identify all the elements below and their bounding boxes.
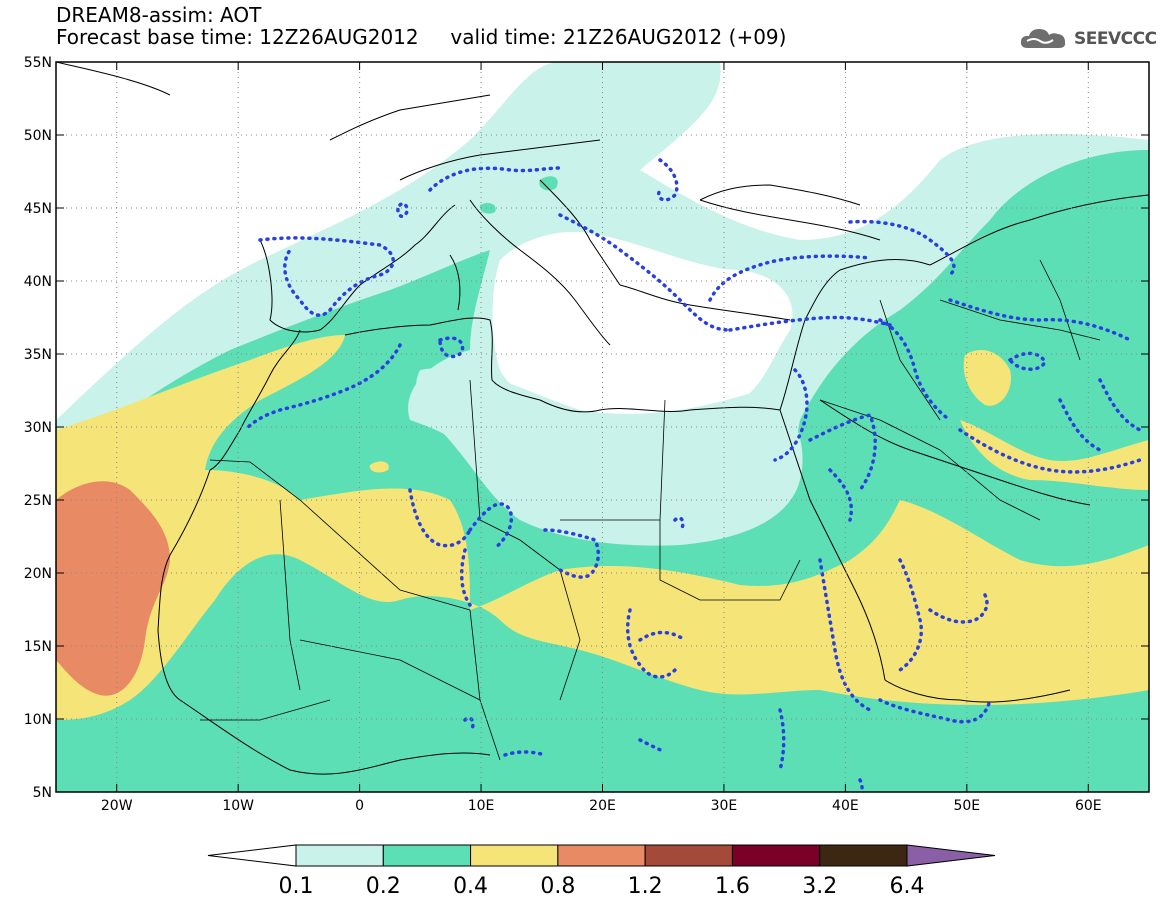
lon-tick-label: 50E [953, 798, 980, 814]
colorbar-label: 0.1 [279, 874, 314, 899]
colorbar-swatch [644, 844, 733, 867]
colorbar-swatch [819, 844, 908, 867]
gridlines [56, 62, 1149, 792]
coastlines [56, 62, 1149, 775]
lat-tick-label: 10N [24, 712, 52, 728]
lon-tick-label: 60E [1075, 798, 1102, 814]
aot-blob-alps [479, 202, 496, 214]
lat-tick-label: 50N [24, 128, 52, 144]
lon-tick-label: 20W [101, 798, 133, 814]
colorbar-swatch [731, 844, 821, 867]
aot-band-0.8-1.2-small [119, 596, 137, 609]
lat-tick-label: 5N [33, 785, 52, 801]
lat-ticks: 55N 50N 45N 40N 35N 30N 25N 20N 15N 10N 5N [24, 55, 1149, 801]
colorbar-label: 0.4 [453, 874, 488, 899]
lon-ticks: 20W 10W 0 10E 20E 30E 40E 50E 60E [101, 62, 1102, 814]
lat-tick-label: 20N [24, 566, 52, 582]
colorbar-over-triangle [906, 844, 996, 867]
lon-tick-label: 10W [222, 798, 254, 814]
lon-tick-label: 20E [589, 798, 616, 814]
cloud-icon [1020, 29, 1066, 48]
lat-tick-label: 35N [24, 347, 52, 363]
logo: SEEVCCC [1018, 26, 1157, 52]
colorbar: 0.1 0.2 0.4 0.8 1.2 1.6 3.2 6.4 [207, 844, 996, 899]
aot-band-0.4-0.8-tiny [369, 461, 389, 473]
title-block: DREAM8-assim: AOT Forecast base time: 12… [56, 4, 786, 48]
colorbar-swatch [382, 844, 472, 867]
aot-band-0.8-1.2 [56, 481, 170, 696]
country-borders [200, 259, 1101, 761]
colorbar-label: 1.2 [628, 874, 663, 899]
colorbar-label: 1.6 [715, 874, 750, 899]
colorbar-label: 0.8 [540, 874, 575, 899]
lat-tick-label: 40N [24, 274, 52, 290]
time-info: Forecast base time: 12Z26AUG2012 valid t… [56, 26, 786, 48]
lat-tick-label: 45N [24, 201, 52, 217]
lat-tick-label: 25N [24, 493, 52, 509]
lon-tick-label: 40E [832, 798, 859, 814]
lon-tick-label: 10E [468, 798, 495, 814]
colorbar-label: 3.2 [802, 874, 837, 899]
colorbar-swatch [295, 844, 384, 867]
lat-tick-label: 55N [24, 55, 52, 71]
lat-tick-label: 15N [24, 639, 52, 655]
aot-band-0.1-0.2-egypt [416, 368, 803, 546]
aot-clean-med [492, 231, 793, 425]
logo-text: SEEVCCC [1074, 29, 1157, 49]
aot-band-0.4-0.8-gulf [960, 420, 1149, 490]
map-title: DREAM8-assim: AOT [56, 3, 262, 27]
base-time: Forecast base time: 12Z26AUG2012 [56, 25, 419, 49]
colorbar-under-triangle [207, 844, 297, 867]
assim-contours [243, 158, 1142, 792]
colorbar-swatch [470, 844, 559, 867]
lon-tick-label: 30E [711, 798, 738, 814]
valid-time: valid time: 21Z26AUG2012 (+09) [450, 25, 787, 49]
lat-tick-label: 30N [24, 420, 52, 436]
aot-blob-adriatic [539, 176, 558, 191]
colorbar-label: 0.2 [366, 874, 401, 899]
aot-band-0.4-0.8-iran [963, 350, 1011, 406]
colorbar-swatch [557, 844, 646, 867]
colorbar-label: 6.4 [890, 874, 925, 899]
aot-band-0.4-0.8-west [56, 335, 1149, 720]
lon-tick-label: 0 [355, 798, 364, 814]
